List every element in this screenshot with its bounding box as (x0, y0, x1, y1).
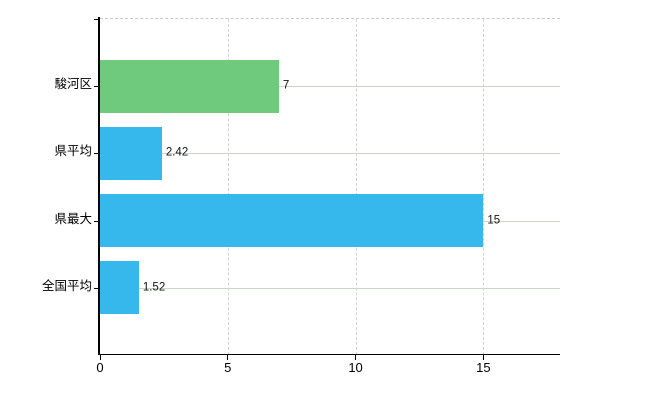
x-axis (100, 354, 560, 355)
x-tick-label: 5 (224, 360, 232, 375)
x-axis-tick (482, 355, 484, 360)
y-axis-end-tick (94, 19, 100, 20)
category-label: 駿河区 (54, 77, 92, 92)
horizontal-gridline (100, 86, 560, 88)
y-axis-tick (94, 86, 100, 88)
x-tick-label: 15 (476, 360, 491, 375)
x-tick-label: 0 (96, 360, 104, 375)
y-axis-tick (94, 153, 100, 155)
category-label: 県最大 (54, 211, 92, 226)
bar-1 (100, 126, 162, 180)
category-label: 全国平均 (41, 278, 92, 293)
horizontal-gridline (100, 153, 560, 155)
y-axis (98, 17, 100, 355)
x-tick-label: 10 (348, 360, 363, 375)
y-axis-tick (94, 287, 100, 289)
y-axis-tick (94, 220, 100, 222)
vertical-gridline (483, 19, 485, 355)
bar-value-label: 2.42 (165, 146, 189, 159)
vertical-gridline (355, 19, 357, 355)
category-label: 県平均 (54, 144, 92, 159)
bar-value-label: 7 (282, 79, 290, 92)
bar-3 (100, 261, 139, 315)
bar-value-label: 15 (487, 213, 501, 226)
bar-0 (100, 59, 279, 113)
bar-value-label: 1.52 (142, 281, 166, 294)
bar-2 (100, 194, 484, 248)
plot-area: 7 2.42 15 1.52 (94, 18, 560, 355)
x-axis-tick (355, 355, 357, 360)
x-axis-tick (99, 355, 101, 360)
horizontal-gridline (100, 287, 560, 289)
vertical-gridline (227, 19, 229, 355)
x-axis-tick (227, 355, 229, 360)
